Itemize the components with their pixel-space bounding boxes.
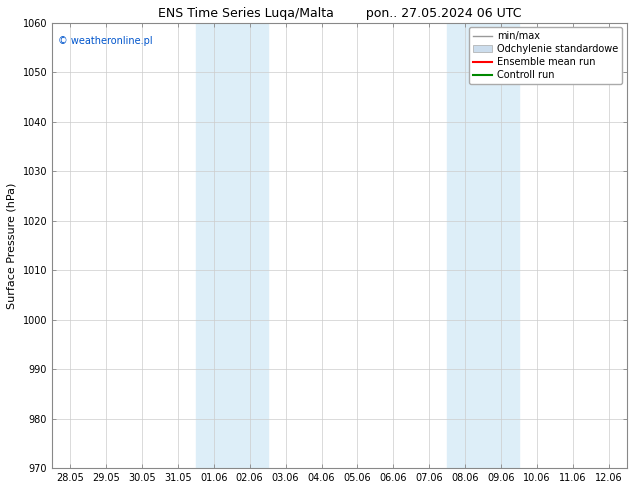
Title: ENS Time Series Luqa/Malta        pon.. 27.05.2024 06 UTC: ENS Time Series Luqa/Malta pon.. 27.05.2… [158,7,521,20]
Bar [196,23,268,468]
Text: © weatheronline.pl: © weatheronline.pl [58,36,152,46]
Y-axis label: Surface Pressure (hPa): Surface Pressure (hPa) [7,182,17,309]
Legend: min/max, Odchylenie standardowe, Ensemble mean run, Controll run: min/max, Odchylenie standardowe, Ensembl… [469,27,622,84]
Bar [448,23,519,468]
